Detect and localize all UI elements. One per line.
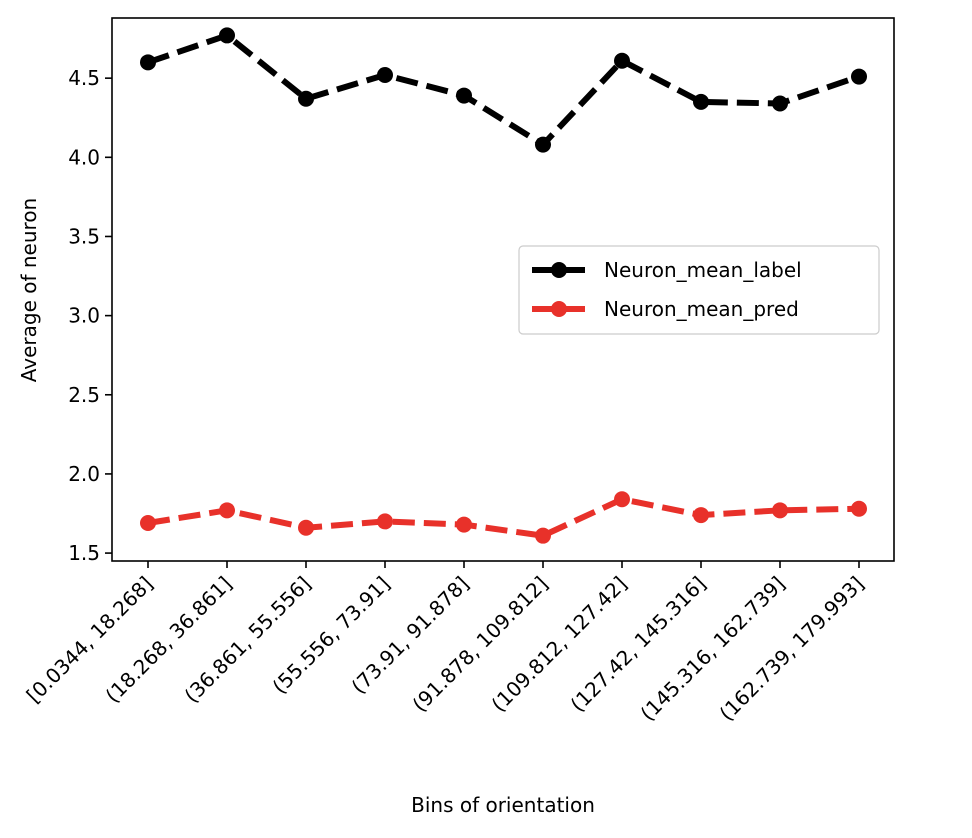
data-point-label: [851, 68, 867, 85]
x-tick-label: (109.812, 127.42]: [487, 572, 632, 717]
legend-frame: [518, 245, 880, 335]
x-axis: [0.0344, 18.268](18.268, 36.861](36.861,…: [22, 561, 869, 726]
series-layer: [140, 27, 867, 544]
data-point-pred: [456, 516, 472, 533]
series-line-pred: [147, 496, 860, 539]
data-point-label: [535, 136, 551, 153]
x-tick-label: (127.42, 145.316]: [566, 572, 711, 717]
y-tick-label: 3.0: [68, 304, 100, 328]
data-point-pred: [614, 491, 630, 508]
data-point-pred: [140, 515, 156, 532]
data-point-label: [219, 27, 235, 44]
y-tick-label: 1.5: [68, 541, 100, 565]
data-point-label: [456, 87, 472, 104]
x-axis-title: Bins of orientation: [411, 793, 595, 817]
data-point-pred: [693, 507, 709, 524]
y-axis: 1.5 2.0 2.5 3.0 3.5 4.0 4.5: [68, 66, 112, 565]
legend-entry-label: Neuron_mean_label: [604, 258, 802, 282]
y-tick-label: 2.0: [68, 462, 100, 486]
x-tick-label: (91.878, 109.812]: [408, 572, 553, 717]
series-line-label: [147, 32, 860, 148]
data-point-label: [140, 54, 156, 71]
data-point-pred: [377, 513, 393, 530]
data-point-label: [614, 52, 630, 69]
y-axis-title: Average of neuron: [17, 198, 41, 382]
legend-marker-pred: [551, 301, 567, 317]
y-tick-label: 4.0: [68, 145, 100, 169]
data-point-label: [693, 93, 709, 110]
legend: Neuron_mean_label Neuron_mean_pred: [518, 245, 880, 335]
data-point-pred: [772, 502, 788, 519]
legend-marker-label: [551, 262, 567, 278]
y-tick-label: 3.5: [68, 224, 100, 248]
data-point-pred: [851, 500, 867, 517]
x-tick-label: (162.739, 179.993]: [715, 572, 869, 726]
x-tick-label: (145.316, 162.739]: [636, 572, 790, 726]
y-tick-label: 4.5: [68, 66, 100, 90]
data-point-label: [298, 90, 314, 107]
legend-entry-pred: Neuron_mean_pred: [604, 297, 799, 321]
data-point-label: [377, 66, 393, 83]
data-point-pred: [219, 502, 235, 519]
data-point-label: [772, 95, 788, 112]
plot-frame: [111, 17, 895, 562]
data-point-pred: [298, 519, 314, 536]
data-point-pred: [535, 527, 551, 544]
y-tick-label: 2.5: [68, 383, 100, 407]
